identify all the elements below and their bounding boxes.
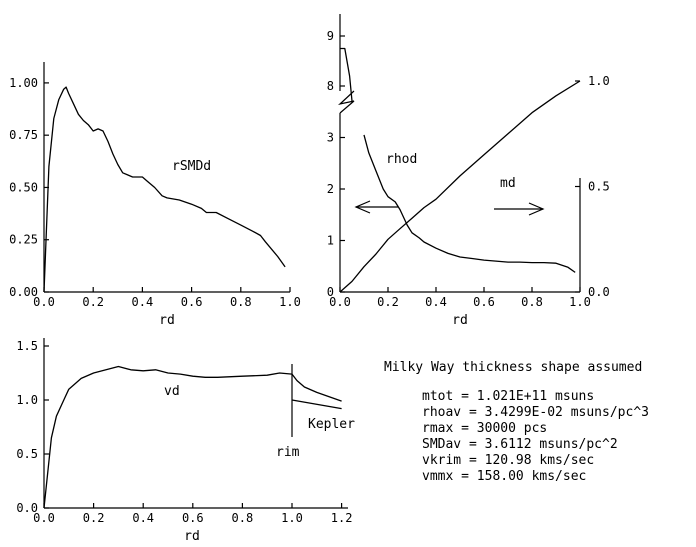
Kepler-line <box>291 399 342 410</box>
x-tick-label: 0.6 <box>181 295 203 309</box>
y-tick-label: 1.5 <box>16 339 38 353</box>
panel-rsmdd: 0.0 0.2 0.4 0.6 0.8 1.0 0.00 0.25 0.50 0.75 1.00 rd… <box>9 62 301 328</box>
panel-rhod-md: 0.0 0.2 0.4 0.6 0.8 1.0 0 1 2 3 8 9 0.0 0.5 1.0 rd rhod m… <box>327 14 610 328</box>
tail-line <box>291 373 342 402</box>
rhod-line <box>340 47 353 102</box>
x-tick-label: 0.0 <box>33 511 55 525</box>
rim-annotation: rim <box>276 445 300 460</box>
rhod-annotation: rhod <box>386 152 417 167</box>
y-tick-label: 1.0 <box>16 393 38 407</box>
notes-vmmx: vmmx = 158.00 kms/sec <box>422 469 587 484</box>
vd-line <box>43 365 293 509</box>
y-tick-label-left: 8 <box>327 79 334 93</box>
notes-mtot: mtot = 1.021E+11 msuns <box>422 389 595 404</box>
x-tick-label: 1.0 <box>279 295 301 309</box>
x-axis-label: rd <box>184 529 200 544</box>
y-tick-label: 0.50 <box>9 180 38 194</box>
x-tick-label: 0.2 <box>82 295 104 309</box>
x-tick-label: 0.8 <box>232 511 254 525</box>
y-tick-label-right: 1.0 <box>588 74 610 88</box>
left-arrow-head <box>354 200 371 214</box>
notes-heading: Milky Way thickness shape assumed <box>384 360 643 375</box>
x-tick-label: 0.0 <box>329 295 351 309</box>
y-tick-label-right: 0.5 <box>588 180 610 194</box>
x-tick-label: 0.4 <box>132 295 154 309</box>
rsmdd-annotation: rSMDd <box>172 159 211 174</box>
y-tick-label-left: 9 <box>327 29 334 43</box>
y-tick-label: 0.0 <box>16 501 38 515</box>
axis-break-mark <box>337 90 355 114</box>
y-tick-label: 1.00 <box>9 76 38 90</box>
y-tick-label-left: 2 <box>327 182 334 196</box>
rhod-line <box>363 134 576 273</box>
vd-annotation: vd <box>164 384 180 399</box>
rsmdd-line <box>43 86 286 293</box>
y-tick-label: 0.5 <box>16 447 38 461</box>
notes-smdav: SMDav = 3.6112 msuns/pc^2 <box>422 437 618 452</box>
x-axis-label: rd <box>452 313 468 328</box>
y-tick-label-left: 3 <box>327 131 334 145</box>
y-tick-label-left: 0 <box>327 285 334 299</box>
panel-vd: 0.0 0.2 0.4 0.6 0.8 1.0 1.2 0.0 0.5 1.0 1.5 rd vd rim… <box>16 338 355 544</box>
notes-vkrim: vkrim = 120.98 kms/sec <box>422 453 595 468</box>
x-axis-label: rd <box>159 313 175 328</box>
x-tick-label: 1.2 <box>331 511 353 525</box>
y-tick-label-right: 0.0 <box>588 285 610 299</box>
y-tick-label: 0.00 <box>9 285 38 299</box>
x-tick-label: 0.4 <box>425 295 447 309</box>
x-tick-label: 0.4 <box>132 511 154 525</box>
notes-rmax: rmax = 30000 pcs <box>422 421 548 436</box>
x-tick-label: 0.2 <box>83 511 105 525</box>
x-tick-label: 1.0 <box>281 511 303 525</box>
y-tick-label: 0.75 <box>9 128 38 142</box>
kepler-annotation: Kepler <box>308 417 355 432</box>
model-notes: Milky Way thickness shape assumed mtot =… <box>384 360 649 485</box>
x-tick-label: 0.8 <box>230 295 252 309</box>
md-line <box>339 80 581 293</box>
notes-rhoav: rhoav = 3.4299E-02 msuns/pc^3 <box>422 405 649 420</box>
right-arrow-head <box>528 202 545 216</box>
x-tick-label: 0.6 <box>473 295 495 309</box>
x-tick-label: 0.8 <box>521 295 543 309</box>
md-annotation: md <box>500 176 516 191</box>
x-tick-label: 0.6 <box>182 511 204 525</box>
y-tick-label-left: 1 <box>327 234 334 248</box>
x-tick-label: 0.0 <box>33 295 55 309</box>
x-tick-label: 1.0 <box>569 295 591 309</box>
y-tick-label: 0.25 <box>9 233 38 247</box>
x-tick-label: 0.2 <box>377 295 399 309</box>
